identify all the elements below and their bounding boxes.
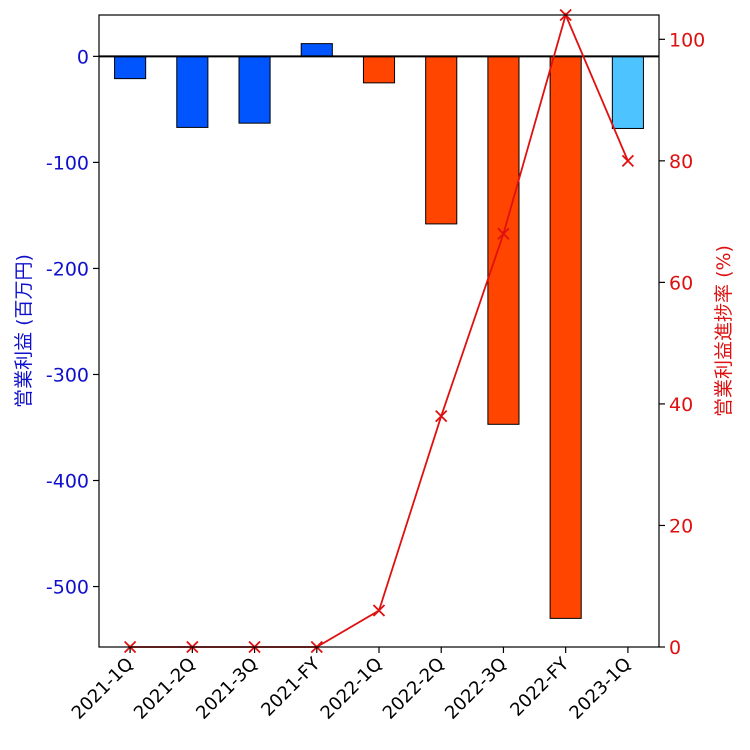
bars [115,44,644,619]
x-tick-label-2021-3Q: 2021-3Q [192,654,262,724]
left-tick-label: -300 [46,364,89,386]
left-tick-label: 0 [77,46,89,68]
progress-marker-2022-2Q [436,411,447,422]
bar-2021-2Q [177,56,208,127]
right-tick-label: 0 [669,637,681,659]
progress-marker-2022-1Q [374,605,385,616]
bar-2021-FY [301,44,332,57]
right-tick-label: 80 [669,151,693,173]
left-axis: 0 -100 -200 -300 -400 -500 [46,46,99,598]
x-tick-label-2021-FY: 2021-FY [257,653,325,721]
x-tick-label-2021-2Q: 2021-2Q [130,654,200,724]
left-tick-label: -100 [46,152,89,174]
left-tick-label: -200 [46,258,89,280]
right-tick-label: 40 [669,394,693,416]
right-tick-label: 20 [669,515,693,537]
x-tick-label-2022-FY: 2022-FY [506,653,574,721]
right-tick-label: 100 [669,29,705,51]
left-tick-label: -400 [46,471,89,493]
bar-2022-1Q [363,56,394,83]
y-axis-label-right: 営業利益進捗率 (%) [713,245,735,417]
x-tick-label-2022-1Q: 2022-1Q [317,654,387,724]
progress-marker-2023-1Q [622,155,633,166]
right-tick-label: 60 [669,272,693,294]
bar-2023-1Q [612,56,643,128]
x-tick-label-2021-1Q: 2021-1Q [68,654,138,724]
x-tick-label-2023-1Q: 2023-1Q [565,654,635,724]
bar-2021-3Q [239,56,270,123]
bar-2021-1Q [115,56,146,78]
right-axis: 0 20 40 60 80 100 [659,29,705,659]
bar-2022-3Q [488,56,519,424]
left-tick-label: -500 [46,577,89,599]
x-axis: 2021-1Q2021-2Q2021-3Q2021-FY2022-1Q2022-… [68,647,636,724]
x-tick-label-2022-2Q: 2022-2Q [379,654,449,724]
x-tick-label-2022-3Q: 2022-3Q [441,654,511,724]
bar-2022-2Q [426,56,457,224]
y-axis-label-left: 営業利益 (百万円) [13,254,35,408]
bar-2022-FY [550,56,581,618]
